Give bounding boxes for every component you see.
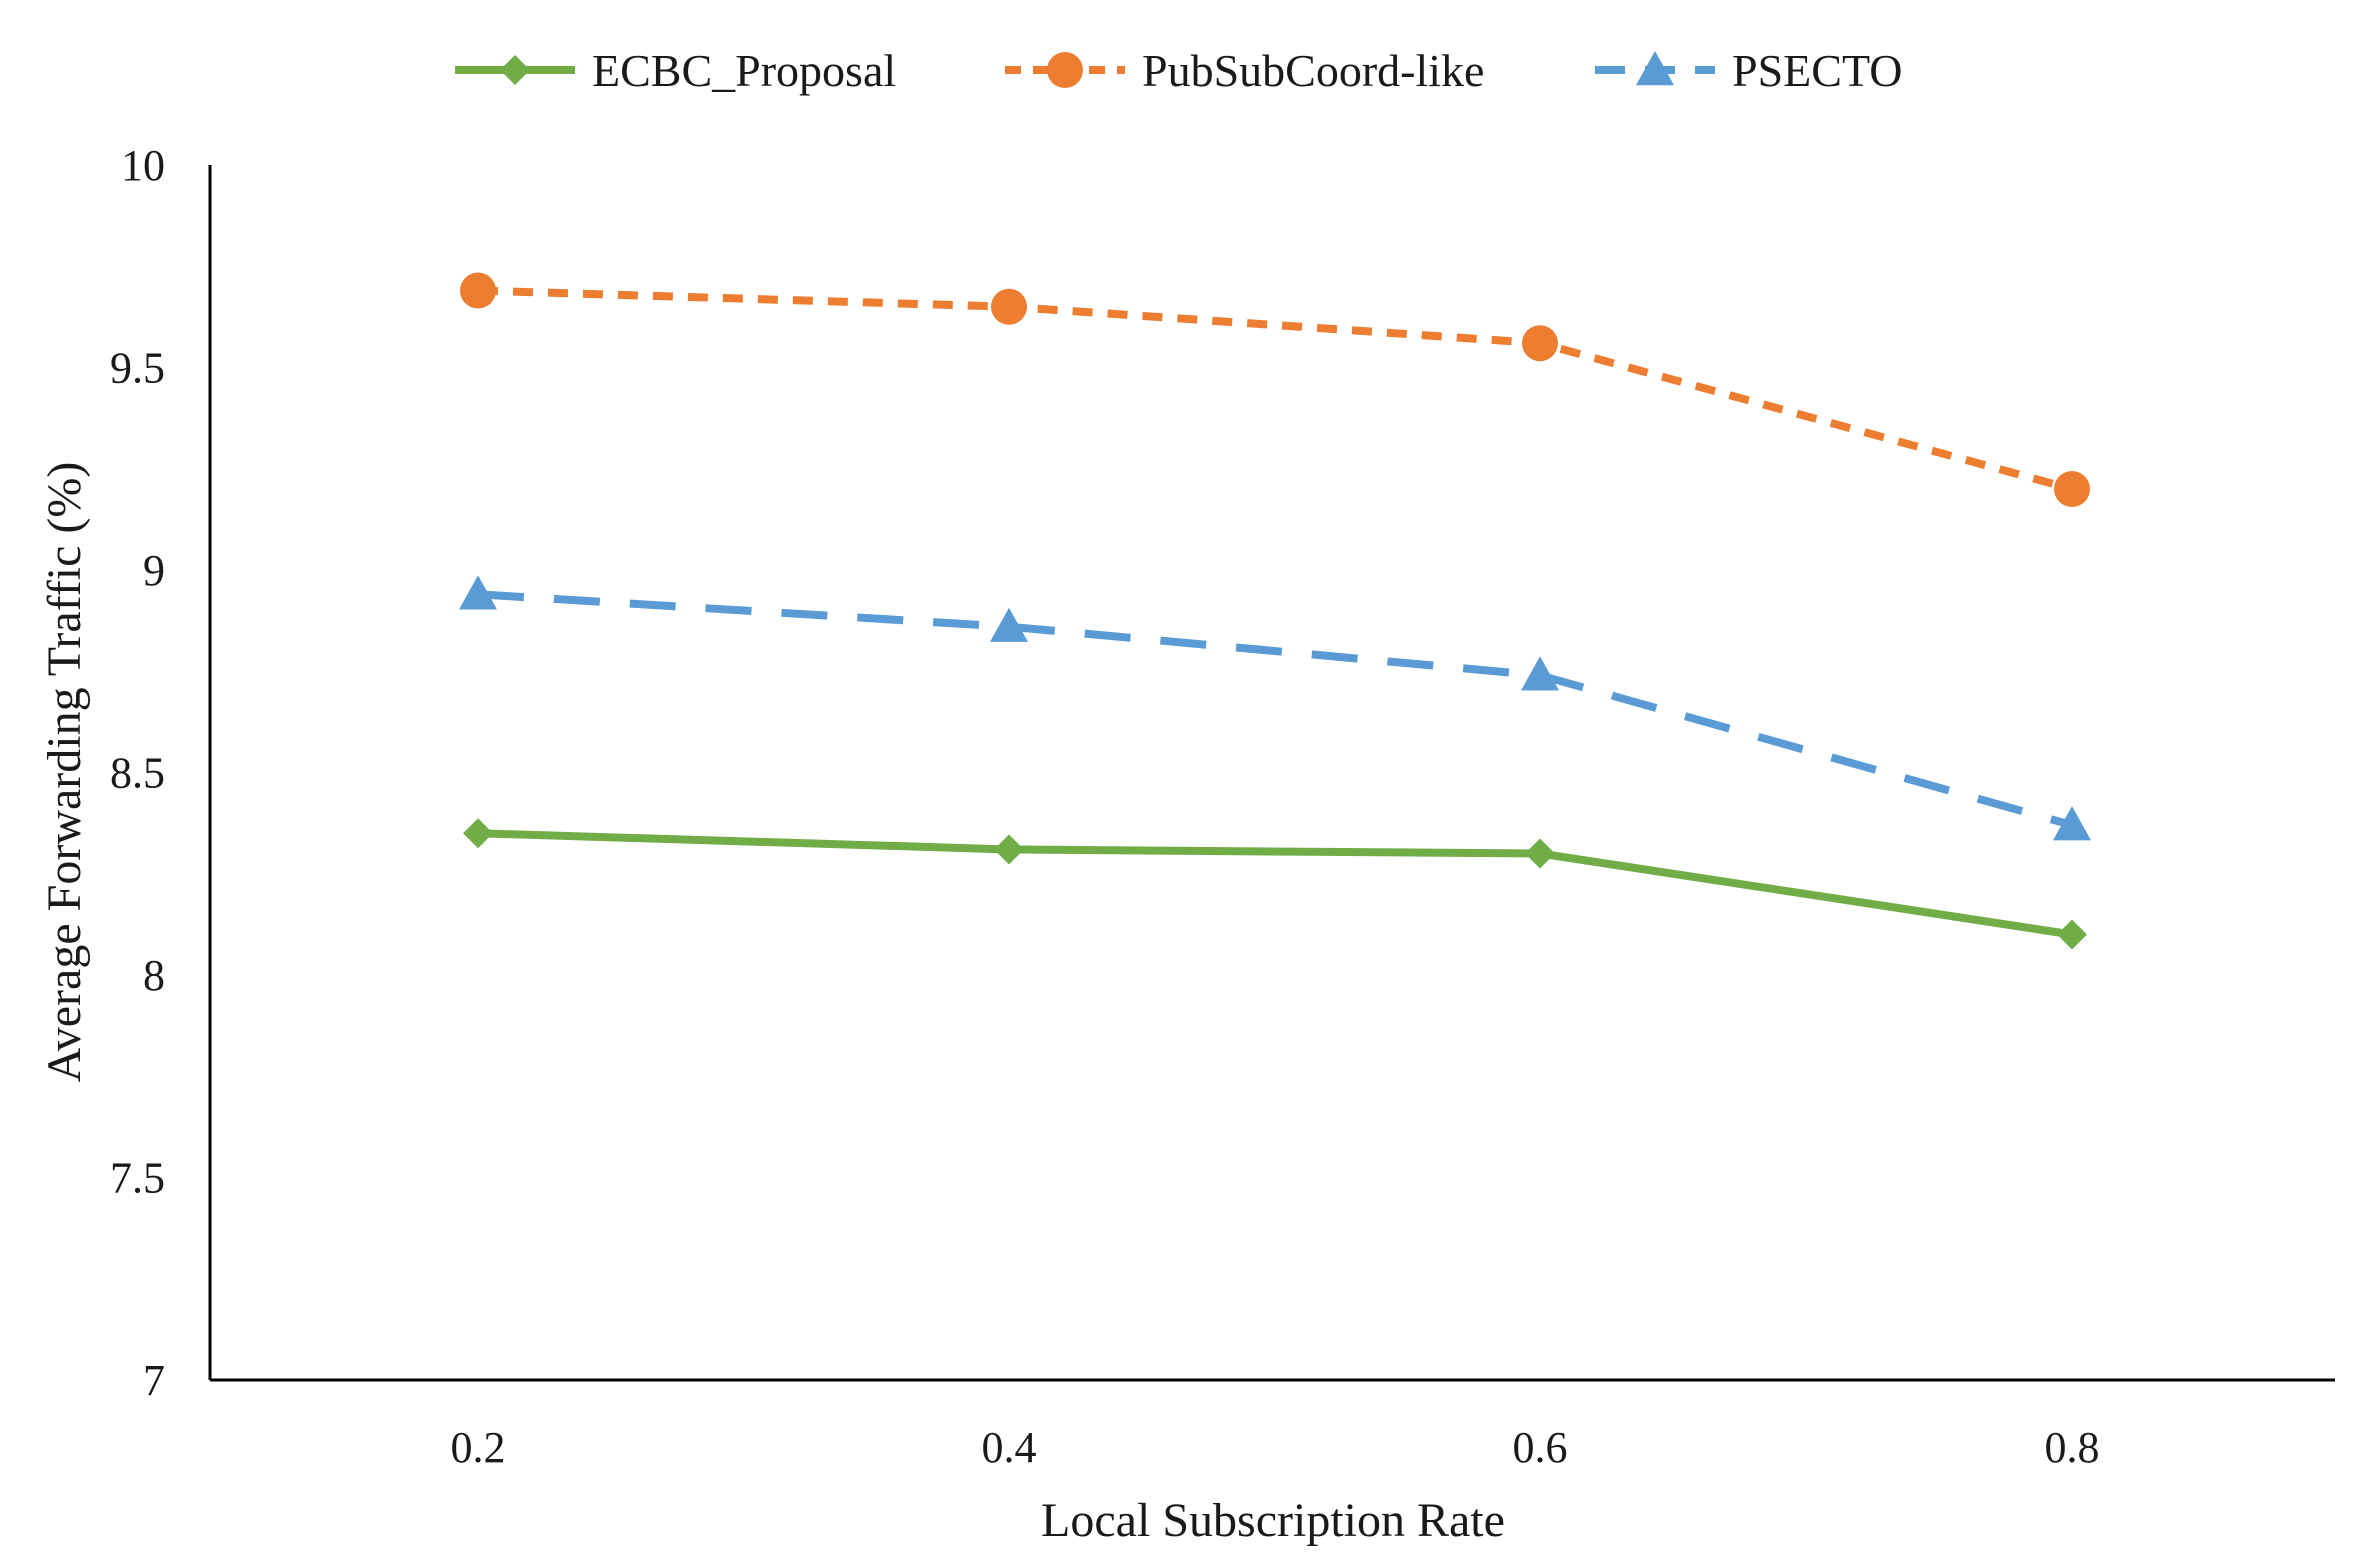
y-tick-label: 9.5	[110, 344, 165, 393]
series-ecbc-proposal	[463, 818, 2087, 950]
data-point	[2053, 806, 2091, 841]
x-tick-label: 0.8	[2045, 1423, 2100, 1472]
series-layer	[459, 272, 2091, 950]
data-point	[2054, 471, 2090, 507]
x-axis: 0.2 0.4 0.6 0.8	[210, 1378, 2335, 1472]
legend-item: ECBC_Proposal	[455, 45, 896, 96]
series-line	[477, 590, 2074, 830]
legend-label: ECBC_Proposal	[592, 45, 896, 96]
x-tick-label: 0.4	[982, 1423, 1037, 1472]
legend-label: PSECTO	[1732, 45, 1902, 96]
y-axis: 7 7.5 8 8.5 9 9.5 10	[110, 141, 212, 1405]
y-tick-label: 10	[121, 141, 165, 190]
data-point	[1521, 656, 1559, 691]
data-point	[990, 607, 1028, 642]
legend-marker	[500, 55, 530, 85]
series-pubsubcoord-like	[460, 272, 2090, 507]
series-psecto	[459, 575, 2091, 841]
legend-item: PSECTO	[1595, 45, 1902, 96]
legend: ECBC_Proposal PubSubCoord-like PSECTO	[455, 45, 1902, 96]
legend-label: PubSubCoord-like	[1142, 45, 1484, 96]
data-point	[991, 288, 1027, 325]
data-point	[459, 575, 497, 610]
series-line	[477, 286, 2074, 493]
y-tick-label: 8.5	[110, 749, 165, 798]
data-point	[994, 834, 1024, 865]
y-tick-label: 8	[143, 951, 165, 1000]
data-point	[460, 272, 496, 309]
x-tick-label: 0.2	[451, 1423, 506, 1472]
series-line	[477, 829, 2073, 939]
data-point	[2057, 919, 2087, 950]
y-axis-title: Average Forwarding Traffic (%)	[38, 462, 91, 1083]
data-point	[1522, 325, 1558, 362]
data-point	[463, 818, 493, 849]
y-tick-label: 9	[143, 546, 165, 595]
data-point	[1525, 838, 1555, 869]
legend-item: PubSubCoord-like	[1005, 45, 1484, 96]
x-tick-label: 0.6	[1513, 1423, 1568, 1472]
x-axis-title: Local Subscription Rate	[1041, 1494, 1505, 1547]
legend-marker	[1047, 52, 1083, 88]
legend-marker	[1636, 51, 1674, 86]
y-tick-label: 7	[143, 1356, 165, 1405]
y-tick-label: 7.5	[110, 1154, 165, 1203]
